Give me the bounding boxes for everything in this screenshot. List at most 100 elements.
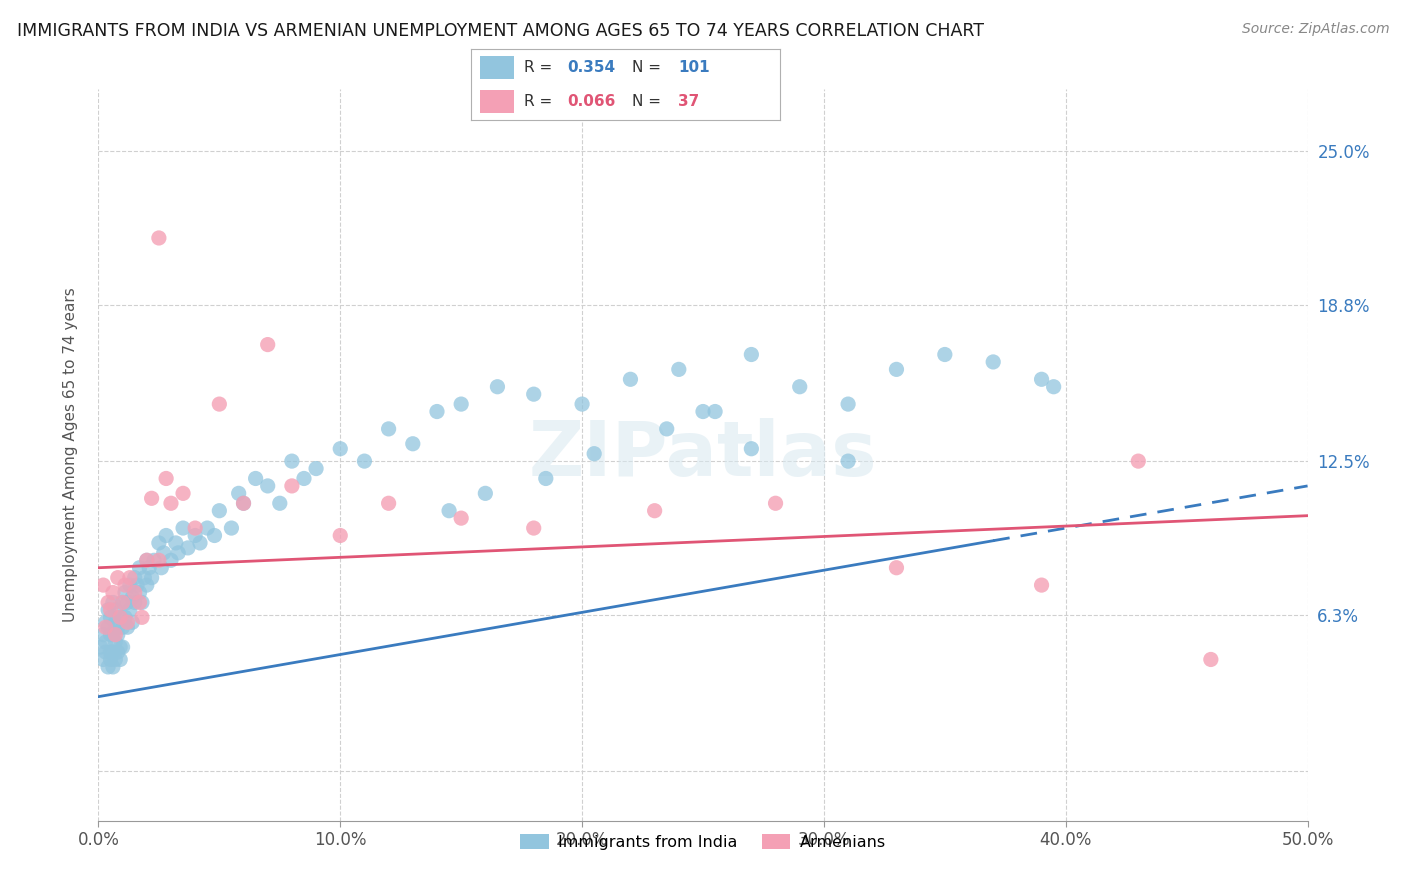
- Text: 0.066: 0.066: [567, 95, 616, 110]
- Point: [281, 479, 304, 493]
- Point: [104, 615, 127, 630]
- Point: [124, 571, 146, 585]
- Text: R =: R =: [523, 95, 557, 110]
- Point: [160, 553, 183, 567]
- Text: IMMIGRANTS FROM INDIA VS ARMENIAN UNEMPLOYMENT AMONG AGES 65 TO 74 YEARS CORRELA: IMMIGRANTS FROM INDIA VS ARMENIAN UNEMPL…: [17, 22, 984, 40]
- Point: [100, 628, 122, 642]
- Point: [148, 231, 170, 245]
- Point: [195, 521, 218, 535]
- Point: [97, 603, 120, 617]
- Point: [152, 546, 174, 560]
- Point: [138, 560, 160, 574]
- Point: [111, 595, 134, 609]
- Point: [232, 496, 254, 510]
- Y-axis label: Unemployment Among Ages 65 to 74 years: Unemployment Among Ages 65 to 74 years: [63, 287, 77, 623]
- Point: [104, 635, 127, 649]
- Point: [886, 560, 908, 574]
- Legend: Immigrants from India, Armenians: Immigrants from India, Armenians: [513, 828, 893, 856]
- Point: [886, 362, 908, 376]
- Point: [692, 404, 714, 418]
- Point: [740, 347, 762, 361]
- Point: [111, 640, 134, 654]
- Point: [101, 595, 124, 609]
- Point: [740, 442, 762, 456]
- Point: [619, 372, 641, 386]
- Point: [450, 397, 472, 411]
- Point: [221, 521, 243, 535]
- Point: [377, 496, 399, 510]
- Point: [269, 496, 291, 510]
- Point: [108, 610, 131, 624]
- Point: [101, 660, 124, 674]
- Point: [97, 620, 120, 634]
- Point: [155, 471, 177, 485]
- Point: [114, 585, 136, 599]
- Point: [1042, 380, 1064, 394]
- Point: [437, 504, 460, 518]
- Point: [232, 496, 254, 510]
- Point: [131, 610, 153, 624]
- Point: [124, 595, 146, 609]
- Point: [1031, 578, 1053, 592]
- Point: [305, 461, 328, 475]
- Point: [165, 536, 187, 550]
- Text: Source: ZipAtlas.com: Source: ZipAtlas.com: [1241, 22, 1389, 37]
- Point: [117, 615, 139, 630]
- Point: [97, 595, 120, 609]
- Point: [981, 355, 1004, 369]
- Point: [118, 603, 141, 617]
- Point: [101, 628, 124, 642]
- Point: [486, 380, 509, 394]
- Point: [135, 578, 157, 592]
- Point: [121, 591, 143, 605]
- Point: [292, 471, 315, 485]
- Point: [474, 486, 496, 500]
- Point: [329, 528, 352, 542]
- Point: [523, 387, 546, 401]
- Point: [121, 615, 143, 630]
- Point: [167, 546, 190, 560]
- Point: [135, 553, 157, 567]
- Point: [655, 422, 678, 436]
- Text: 0.354: 0.354: [567, 60, 614, 75]
- Point: [150, 560, 173, 574]
- Point: [256, 337, 278, 351]
- Point: [245, 471, 267, 485]
- Point: [704, 404, 727, 418]
- Point: [111, 620, 134, 634]
- Point: [837, 454, 859, 468]
- Point: [523, 521, 546, 535]
- Point: [104, 628, 127, 642]
- Point: [184, 528, 207, 542]
- Point: [644, 504, 666, 518]
- Point: [208, 397, 231, 411]
- Point: [124, 585, 146, 599]
- Point: [104, 603, 127, 617]
- Point: [128, 585, 150, 599]
- Point: [450, 511, 472, 525]
- Point: [765, 496, 787, 510]
- Point: [1199, 652, 1222, 666]
- Point: [118, 578, 141, 592]
- Point: [100, 645, 122, 659]
- Point: [127, 578, 149, 592]
- Text: ZIPatlas: ZIPatlas: [529, 418, 877, 491]
- Point: [108, 640, 131, 654]
- Point: [114, 610, 136, 624]
- Point: [155, 528, 177, 542]
- Point: [281, 454, 304, 468]
- Point: [583, 447, 606, 461]
- Point: [94, 635, 117, 649]
- Point: [353, 454, 375, 468]
- Point: [128, 560, 150, 574]
- Point: [91, 578, 114, 592]
- Point: [934, 347, 956, 361]
- Point: [534, 471, 557, 485]
- Point: [108, 610, 131, 624]
- Point: [1031, 372, 1053, 386]
- Text: N =: N =: [631, 60, 665, 75]
- Point: [100, 610, 122, 624]
- Text: 101: 101: [678, 60, 710, 75]
- Point: [377, 422, 399, 436]
- Point: [94, 620, 117, 634]
